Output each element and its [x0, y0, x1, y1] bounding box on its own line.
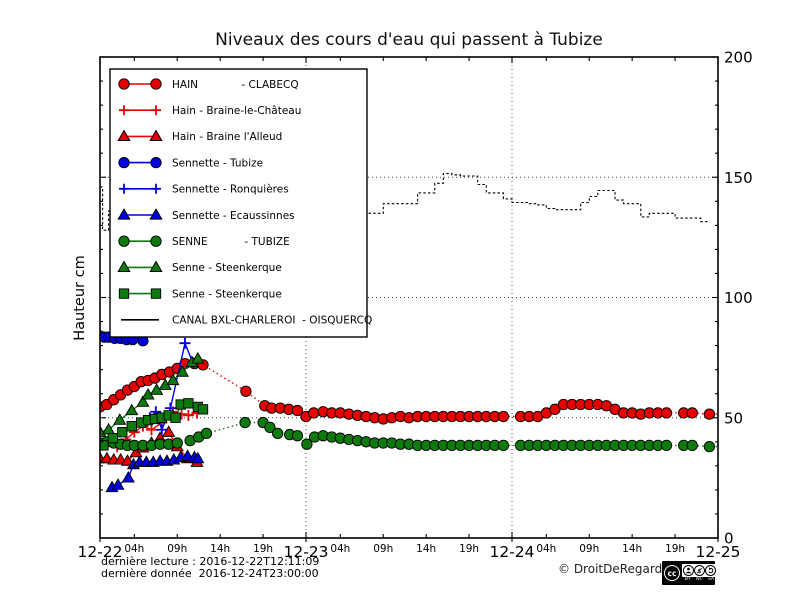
svg-text:09h: 09h: [373, 543, 393, 555]
legend-label: Hain - Braine-le-Château: [172, 105, 301, 117]
legend-item-senne-tubize: SENNE - TUBIZE: [118, 235, 290, 248]
svg-text:04h: 04h: [330, 543, 350, 555]
svg-text:100: 100: [724, 289, 753, 307]
series-senne-tubize: [100, 416, 718, 453]
legend-label: Senne - Steenkerque: [172, 262, 282, 274]
svg-text:14h: 14h: [622, 543, 642, 555]
svg-text:14h: 14h: [416, 543, 436, 555]
legend-label: Sennette - Tubize: [172, 157, 263, 169]
legend-item-hain-braine-l-alleud: Hain - Braine l'Alleud: [117, 129, 282, 143]
cc-sa-arrow-icon: [705, 564, 716, 576]
svg-text:09h: 09h: [167, 543, 187, 555]
legend-label: Senne - Steenkerque: [172, 288, 282, 300]
svg-text:19h: 19h: [459, 543, 479, 555]
legend-item-sennette-ecaussinnes: Sennette - Ecaussinnes: [117, 208, 295, 222]
copyright-text: © DroitDeRegard.be: [558, 562, 682, 576]
legend-item-senne-steenkerque-1: Senne - Steenkerque: [117, 260, 282, 274]
legend-item-hain-clabecq: HAIN - CLABECQ: [118, 78, 299, 91]
legend-label: HAIN - CLABECQ: [172, 79, 299, 91]
legend-item-canal-bxl-charleroi-oisquercq: CANAL BXL-CHARLEROI - OISQUERCQ: [121, 315, 372, 327]
svg-text:19h: 19h: [665, 543, 685, 555]
plot-area: [100, 173, 718, 493]
cc-labels: BY NC SA: [685, 576, 714, 582]
svg-text:0: 0: [724, 530, 734, 548]
last-data-text: dernière donnée 2016-12-24T23:00:00: [101, 567, 319, 580]
series-sennette-tubize: [100, 330, 149, 347]
legend-label: Hain - Braine l'Alleud: [172, 131, 282, 143]
series-hain-clabecq: [100, 357, 718, 425]
legend-item-senne-steenkerque-2: Senne - Steenkerque: [118, 288, 282, 300]
svg-text:12-22: 12-22: [77, 543, 122, 561]
cc-nc-dollar-icon: $: [694, 564, 705, 576]
axis-ticks: [99, 56, 719, 542]
svg-text:04h: 04h: [536, 543, 556, 555]
svg-text:09h: 09h: [579, 543, 599, 555]
svg-text:12-25: 12-25: [695, 543, 740, 561]
legend-item-sennette-ronquieres: Sennette - Ronquières: [119, 184, 289, 196]
legend-item-sennette-tubize: Sennette - Tubize: [118, 156, 263, 169]
series-sennette-ecaussinnes: [105, 449, 205, 493]
svg-text:150: 150: [724, 169, 753, 187]
legend-label: Sennette - Ronquières: [172, 184, 289, 196]
cc-icon: cc: [664, 565, 680, 581]
legend-label: Sennette - Ecaussinnes: [172, 210, 295, 222]
svg-text:12-24: 12-24: [489, 543, 534, 561]
y-axis-label: Hauteur cm: [72, 255, 88, 341]
chart-title: Niveaux des cours d'eau qui passent à Tu…: [215, 30, 603, 50]
last-reading-text: dernière lecture : 2016-12-22T12:11:09: [101, 555, 320, 568]
legend-item-hain-braine-le-chateau: Hain - Braine-le-Château: [119, 105, 301, 117]
axis-tick-labels: 04h 09h 14h 19h 04h 09h 14h 19h 04h 09h 14h 19h 12-2…: [77, 49, 752, 562]
legend-label: SENNE - TUBIZE: [172, 236, 290, 248]
svg-text:04h: 04h: [124, 543, 144, 555]
legend: HAIN - CLABECQ Hain - Braine-le-Château Ha…: [109, 68, 372, 338]
series-senne-steenkerque-2: [100, 398, 209, 451]
svg-text:14h: 14h: [210, 543, 230, 555]
cc-by-person-icon: [683, 564, 694, 576]
svg-text:50: 50: [724, 409, 743, 427]
legend-label: CANAL BXL-CHARLEROI - OISQUERCQ: [172, 315, 372, 327]
svg-text:12-23: 12-23: [283, 543, 328, 561]
svg-text:19h: 19h: [253, 543, 273, 555]
svg-text:200: 200: [724, 49, 753, 67]
series-senne-steenkerque-1: [100, 351, 205, 437]
